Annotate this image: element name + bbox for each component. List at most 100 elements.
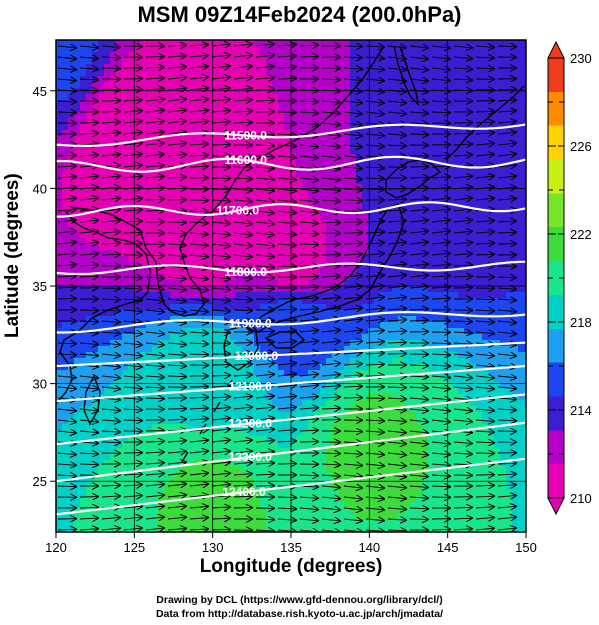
- field-cell: [56, 202, 63, 209]
- field-cell: [524, 220, 526, 227]
- field-cell: [332, 382, 339, 389]
- field-cell: [284, 244, 291, 251]
- field-cell: [326, 142, 333, 149]
- field-cell: [128, 388, 135, 395]
- field-cell: [344, 262, 351, 269]
- field-cell: [296, 268, 303, 275]
- field-cell: [476, 358, 483, 365]
- field-cell: [80, 118, 87, 125]
- field-cell: [494, 166, 501, 173]
- field-cell: [326, 346, 333, 353]
- field-cell: [512, 166, 519, 173]
- field-cell: [62, 118, 69, 125]
- field-cell: [314, 70, 321, 77]
- field-cell: [284, 280, 291, 287]
- field-cell: [362, 280, 369, 287]
- field-cell: [482, 70, 489, 77]
- field-cell: [464, 280, 471, 287]
- field-cell: [242, 382, 249, 389]
- field-cell: [182, 46, 189, 53]
- field-cell: [404, 52, 411, 59]
- field-cell: [182, 190, 189, 197]
- field-cell: [272, 316, 279, 323]
- field-cell: [518, 292, 525, 299]
- field-cell: [488, 148, 495, 155]
- field-cell: [482, 340, 489, 347]
- field-cell: [242, 232, 249, 239]
- field-cell: [248, 124, 255, 131]
- field-cell: [482, 394, 489, 401]
- field-cell: [62, 154, 69, 161]
- field-cell: [326, 268, 333, 275]
- field-cell: [518, 268, 525, 275]
- field-cell: [404, 298, 411, 305]
- field-cell: [236, 238, 243, 245]
- field-cell: [500, 268, 507, 275]
- field-cell: [248, 394, 255, 401]
- field-cell: [332, 406, 339, 413]
- field-cell: [104, 304, 111, 311]
- field-cell: [350, 46, 357, 53]
- field-cell: [290, 70, 297, 77]
- field-cell: [200, 196, 207, 203]
- field-cell: [56, 262, 63, 269]
- field-cell: [212, 352, 219, 359]
- field-cell: [152, 40, 159, 47]
- field-cell: [56, 220, 63, 227]
- field-cell: [410, 106, 417, 113]
- field-cell: [212, 100, 219, 107]
- field-cell: [458, 412, 465, 419]
- field-cell: [362, 130, 369, 137]
- field-cell: [194, 244, 201, 251]
- field-cell: [116, 58, 123, 65]
- field-cell: [212, 226, 219, 233]
- field-cell: [206, 394, 213, 401]
- field-cell: [416, 352, 423, 359]
- field-cell: [422, 256, 429, 263]
- field-cell: [308, 94, 315, 101]
- field-cell: [374, 166, 381, 173]
- field-cell: [428, 334, 435, 341]
- field-cell: [116, 178, 123, 185]
- field-cell: [86, 58, 93, 65]
- field-cell: [74, 76, 81, 83]
- field-cell: [62, 136, 69, 143]
- field-cell: [458, 166, 465, 173]
- field-cell: [56, 52, 63, 59]
- field-cell: [140, 172, 147, 179]
- field-cell: [524, 262, 526, 269]
- field-cell: [500, 58, 507, 65]
- field-cell: [434, 202, 441, 209]
- field-cell: [272, 106, 279, 113]
- field-cell: [266, 184, 273, 191]
- field-cell: [386, 130, 393, 137]
- field-cell: [92, 148, 99, 155]
- field-cell: [146, 256, 153, 263]
- field-cell: [98, 292, 105, 299]
- field-cell: [146, 112, 153, 119]
- field-cell: [152, 136, 159, 143]
- field-cell: [236, 118, 243, 125]
- field-cell: [464, 382, 471, 389]
- field-cell: [422, 136, 429, 143]
- field-cell: [314, 52, 321, 59]
- field-cell: [422, 40, 429, 47]
- field-cell: [128, 148, 135, 155]
- field-cell: [344, 172, 351, 179]
- field-cell: [188, 358, 195, 365]
- field-cell: [524, 412, 526, 419]
- field-cell: [338, 112, 345, 119]
- field-cell: [440, 274, 447, 281]
- field-cell: [98, 190, 105, 197]
- field-cell: [122, 226, 129, 233]
- field-cell: [86, 286, 93, 293]
- field-cell: [500, 286, 507, 293]
- field-cell: [296, 46, 303, 53]
- field-cell: [362, 118, 369, 125]
- field-cell: [506, 202, 513, 209]
- field-cell: [302, 262, 309, 269]
- field-cell: [362, 214, 369, 221]
- field-cell: [452, 118, 459, 125]
- field-cell: [176, 316, 183, 323]
- field-cell: [254, 172, 261, 179]
